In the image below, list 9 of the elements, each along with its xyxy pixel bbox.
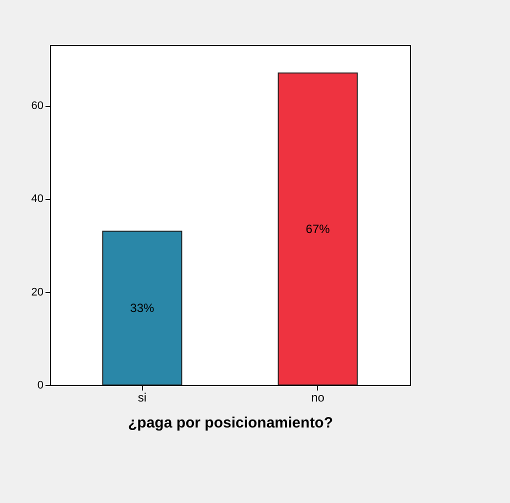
y-tick-label: 60 bbox=[31, 100, 44, 112]
y-tick-label: 20 bbox=[31, 286, 44, 298]
y-tick-label: 40 bbox=[31, 193, 44, 206]
x-tick-label: no bbox=[311, 390, 325, 404]
y-tick-label: 0 bbox=[37, 380, 44, 392]
x-tick-label: si bbox=[138, 390, 147, 404]
data-label: 33% bbox=[130, 301, 155, 316]
x-axis-title: ¿paga por posicionamiento? bbox=[128, 414, 334, 432]
data-label: 67% bbox=[306, 222, 330, 236]
